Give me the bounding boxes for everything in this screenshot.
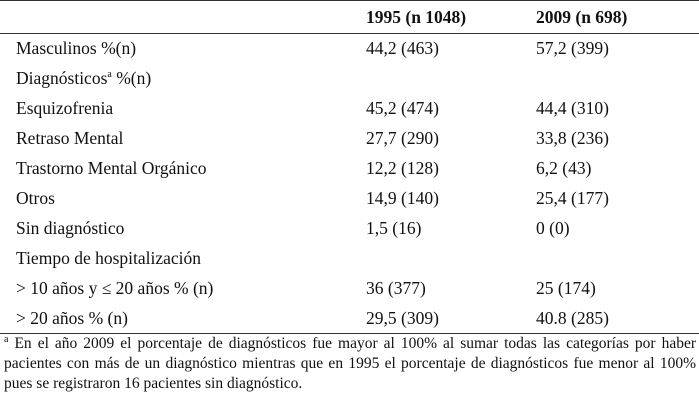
header-cell-2009: 2009 (n 698) [536, 0, 699, 34]
table-row: Sin diagnóstico 1,5 (16) 0 (0) [0, 214, 699, 244]
value-1995: 36 (377) [366, 278, 426, 298]
row-label-text: Diagnósticos [16, 68, 108, 88]
footnote-marker: a [4, 333, 9, 345]
row-label: Tiempo de hospitalización [16, 248, 202, 268]
table-row: Tiempo de hospitalización [0, 244, 699, 274]
value-1995: 29,5 (309) [366, 303, 536, 334]
row-label: Trastorno Mental Orgánico [16, 158, 207, 178]
row-label-suffix: %(n) [111, 68, 152, 88]
value-1995: 44,2 (463) [366, 38, 439, 59]
value-2009: 25,4 (177) [536, 188, 609, 208]
table-header-row: 1995 (n 1048) 2009 (n 698) [0, 0, 699, 34]
row-label: Masculinos %(n) [16, 38, 137, 59]
value-2009: 25 (174) [536, 278, 596, 298]
value-2009: 57,2 (399) [536, 38, 609, 59]
table-row: > 10 años y ≤ 20 años % (n) 36 (377) 25 … [0, 274, 699, 304]
value-2009: 33,8 (236) [536, 128, 609, 148]
table-footnote: a En el año 2009 el porcentaje de diagnó… [4, 334, 696, 394]
table-row: Diagnósticosa %(n) [0, 64, 699, 94]
value-1995: 27,7 (290) [366, 128, 439, 148]
row-label: Esquizofrenia [16, 98, 114, 118]
row-label: Sin diagnóstico [16, 218, 125, 238]
table-row: Trastorno Mental Orgánico 12,2 (128) 6,2… [0, 154, 699, 184]
row-label: Otros [16, 188, 55, 208]
footnote-text: En el año 2009 el porcentaje de diagnóst… [4, 335, 696, 392]
value-1995: 1,5 (16) [366, 218, 422, 238]
value-2009 [536, 64, 699, 94]
value-1995: 14,9 (140) [366, 188, 439, 208]
value-2009: 40.8 (285) [536, 303, 699, 334]
header-cell-1995: 1995 (n 1048) [366, 0, 536, 34]
value-2009 [536, 244, 699, 274]
row-label: Diagnósticosa %(n) [0, 64, 366, 94]
row-label: > 10 años y ≤ 20 años % (n) [16, 278, 214, 298]
data-table: 1995 (n 1048) 2009 (n 698) Masculinos %(… [0, 0, 699, 334]
value-1995: 45,2 (474) [366, 98, 439, 118]
value-1995 [366, 64, 536, 94]
table-row: > 20 años % (n) 29,5 (309) 40.8 (285) [0, 303, 699, 334]
footnote-marker: a [107, 69, 112, 81]
value-2009: 0 (0) [536, 218, 570, 238]
value-2009: 44,4 (310) [536, 98, 609, 118]
row-label: Retraso Mental [16, 128, 124, 148]
table-row: Retraso Mental 27,7 (290) 33,8 (236) [0, 124, 699, 154]
header-cell-label [0, 0, 366, 34]
table-row: Masculinos %(n) 44,2 (463) 57,2 (399) [0, 34, 699, 64]
value-1995: 12,2 (128) [366, 158, 439, 178]
row-label: > 20 años % (n) [0, 303, 366, 334]
table-row: Esquizofrenia 45,2 (474) 44,4 (310) [0, 94, 699, 124]
table-row: Otros 14,9 (140) 25,4 (177) [0, 184, 699, 214]
value-2009: 6,2 (43) [536, 158, 592, 178]
value-1995 [366, 244, 536, 274]
